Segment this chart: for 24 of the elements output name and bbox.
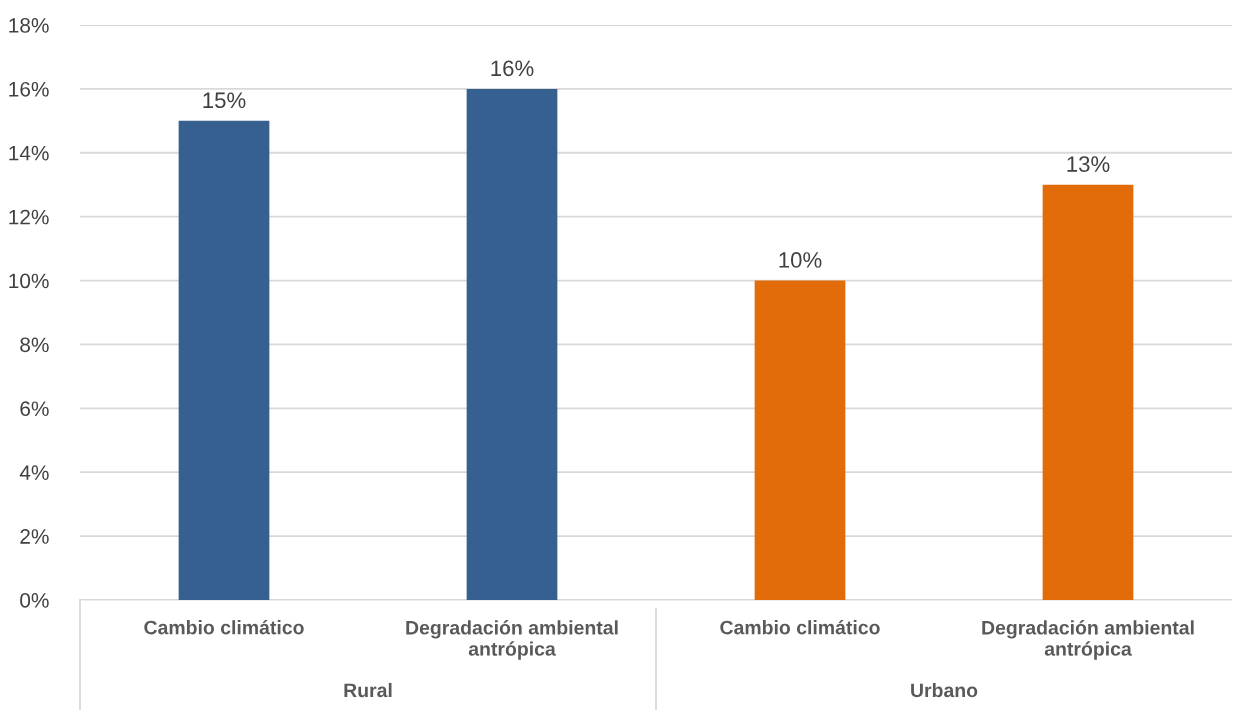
y-tick-label: 4% bbox=[19, 465, 49, 480]
data-label: 15% bbox=[203, 92, 246, 109]
x-tick-label: Cambio climático bbox=[144, 619, 304, 635]
bar bbox=[466, 88, 558, 600]
y-tick-label: 10% bbox=[9, 273, 49, 289]
data-label: 10% bbox=[779, 252, 822, 268]
bar bbox=[178, 120, 270, 600]
y-tick-label: 6% bbox=[20, 401, 49, 417]
data-label: 13% bbox=[1067, 156, 1110, 172]
x-tick-label: Degradación ambiental antrópica bbox=[982, 620, 1194, 660]
y-tick-label: 8% bbox=[20, 337, 49, 353]
bar bbox=[1042, 184, 1134, 600]
text: Rural bbox=[344, 682, 392, 698]
y-tick-label: 16% bbox=[9, 81, 49, 97]
x-tick-label: Cambio climático bbox=[720, 619, 880, 635]
y-tick-label: 0% bbox=[20, 593, 49, 608]
bar bbox=[754, 280, 846, 600]
text: Urbano bbox=[911, 682, 978, 698]
y-tick-label: 12% bbox=[9, 209, 49, 225]
y-tick-label: 14% bbox=[9, 145, 49, 161]
y-tick-label: 2% bbox=[20, 529, 49, 544]
y-tick-label: 18% bbox=[9, 18, 49, 33]
data-label: 16% bbox=[491, 60, 534, 77]
x-tick-label: Degradación ambiental antrópica bbox=[406, 620, 618, 660]
